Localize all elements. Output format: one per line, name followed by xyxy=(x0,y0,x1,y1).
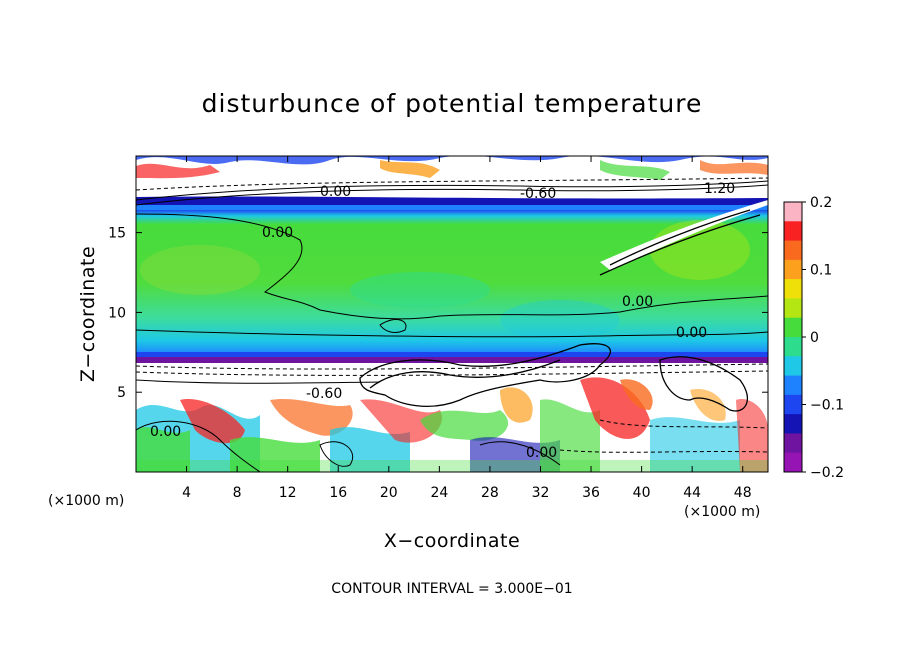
colorbar-tick-label: 0 xyxy=(810,330,819,346)
colorbar-tick-label: 0.1 xyxy=(810,263,832,279)
y-tick-label: 5 xyxy=(117,385,126,401)
colorbar-tick-label: −0.1 xyxy=(810,398,844,414)
x-tick-label: 16 xyxy=(329,485,347,501)
x-axis: 4 8 12 16 20 24 28 32 36 40 44 48 xyxy=(182,156,752,501)
colorbar-ticks: 0.2 0.1 0 −0.1 −0.2 xyxy=(802,195,844,481)
colorbar xyxy=(783,201,803,473)
colorbar-swatch xyxy=(784,433,802,454)
contour-label: 0.00 xyxy=(262,225,293,241)
colorbar-swatch xyxy=(784,375,802,396)
x-tick-label: 32 xyxy=(532,485,550,501)
contour-interval: CONTOUR INTERVAL = 3.000E−01 xyxy=(331,581,572,597)
chart-title: disturbunce of potential temperature xyxy=(202,89,703,118)
colorbar-swatch xyxy=(784,202,802,222)
contour-label: 0.00 xyxy=(676,325,707,341)
x-axis-label: X−coordinate xyxy=(384,530,520,552)
x-tick-label: 8 xyxy=(233,485,242,501)
colorbar-swatch xyxy=(784,337,802,357)
x-unit-left: (×1000 m) xyxy=(48,493,124,509)
x-tick-label: 4 xyxy=(182,485,191,501)
x-tick-label: 40 xyxy=(633,485,651,501)
colorbar-swatch xyxy=(784,452,802,473)
colorbar-swatch xyxy=(784,221,802,242)
contour-label: 0.00 xyxy=(150,424,181,440)
colorbar-swatch xyxy=(784,394,802,415)
colorbar-swatch xyxy=(784,414,802,434)
y-axis-label: Z−coordinate xyxy=(77,246,99,382)
colorbar-swatch xyxy=(784,317,802,338)
x-tick-label: 48 xyxy=(734,485,752,501)
contour-label: 0.00 xyxy=(622,294,653,310)
x-tick-label: 24 xyxy=(430,485,448,501)
x-tick-label: 28 xyxy=(481,485,499,501)
x-tick-label: 12 xyxy=(279,485,297,501)
x-tick-label: 20 xyxy=(380,485,398,501)
contour-label: 1.20 xyxy=(704,181,735,197)
x-unit-right: (×1000 m) xyxy=(684,504,760,520)
contour-label: -0.60 xyxy=(520,186,556,202)
contour-label: -0.60 xyxy=(306,386,342,402)
colorbar-swatch xyxy=(784,356,802,377)
colorbar-swatch xyxy=(784,279,802,299)
colorbar-tick-label: 0.2 xyxy=(810,195,832,211)
contour-label: 0.00 xyxy=(320,184,351,200)
colorbar-swatch xyxy=(784,259,802,280)
y-axis: 5 10 15 xyxy=(108,226,768,401)
y-tick-label: 15 xyxy=(108,226,126,242)
y-tick-label: 10 xyxy=(108,305,126,321)
colorbar-tick-label: −0.2 xyxy=(810,465,844,481)
x-tick-label: 36 xyxy=(582,485,600,501)
plot-area: 0.00 0.00 0.00 0.00 0.00 -0.60 -0.60 0.0… xyxy=(136,156,768,472)
x-tick-label: 44 xyxy=(683,485,701,501)
colorbar-swatch xyxy=(784,240,802,261)
plot-frame xyxy=(135,155,769,473)
contour-label: 0.00 xyxy=(526,445,557,461)
colorbar-swatch xyxy=(784,298,802,319)
